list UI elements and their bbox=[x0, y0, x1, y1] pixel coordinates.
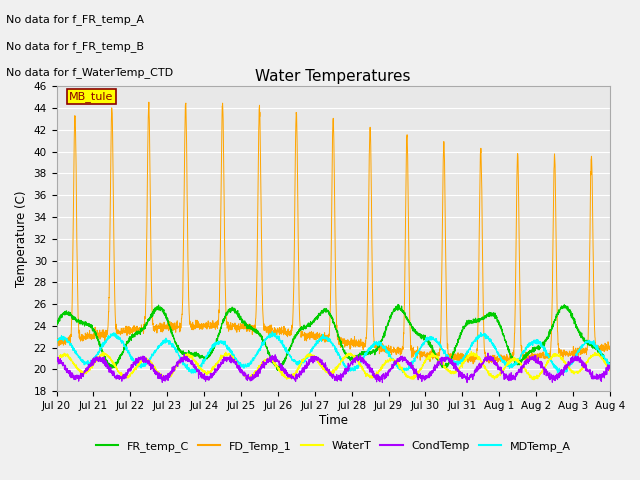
X-axis label: Time: Time bbox=[319, 414, 348, 427]
Text: MB_tule: MB_tule bbox=[69, 91, 114, 102]
Text: No data for f_FR_temp_A: No data for f_FR_temp_A bbox=[6, 14, 145, 25]
Text: No data for f_FR_temp_B: No data for f_FR_temp_B bbox=[6, 41, 145, 52]
Legend: FR_temp_C, FD_Temp_1, WaterT, CondTemp, MDTemp_A: FR_temp_C, FD_Temp_1, WaterT, CondTemp, … bbox=[91, 436, 575, 456]
Y-axis label: Temperature (C): Temperature (C) bbox=[15, 191, 28, 287]
Title: Water Temperatures: Water Temperatures bbox=[255, 69, 411, 84]
Text: No data for f_WaterTemp_CTD: No data for f_WaterTemp_CTD bbox=[6, 67, 173, 78]
